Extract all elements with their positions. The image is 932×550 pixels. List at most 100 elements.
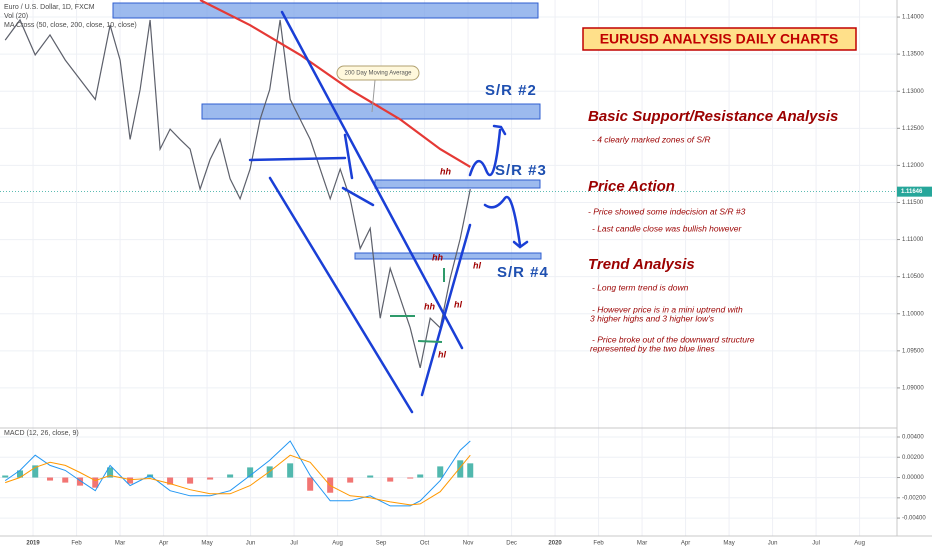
trend-line [341,186,375,207]
last-price-label: 1.11646 [901,189,923,195]
uptrend-line [420,223,472,397]
section-note: - Last candle close was bullish however [592,223,742,233]
bullish-arrow [468,128,502,177]
histogram-bar [407,477,414,479]
x-tick-label: Jul [290,541,298,547]
sr-zone-1 [112,2,539,19]
section-note: - However price is in a mini uptrend wit… [592,304,743,314]
y-tick-label: -0.00200 [902,495,926,501]
histogram-bar [107,467,114,478]
swing-label: hl [438,349,446,359]
x-tick-label: Jul [812,541,820,547]
swing-label: hl [473,260,481,270]
macd-title: MACD (12, 26, close, 9) [4,430,79,437]
y-tick-label: 1.10000 [902,311,924,317]
histogram-bar [307,477,314,491]
y-tick-label: 1.13500 [902,52,924,58]
histogram-bar [167,477,174,485]
x-tick-label: Feb [593,541,604,547]
sr-label: S/R #3 [495,162,547,179]
section-note: - 4 clearly marked zones of S/R [592,134,711,144]
sr-zone-3 [374,179,541,189]
section-note: - Price broke out of the downward struct… [592,334,755,344]
section-heading: Price Action [588,178,675,195]
section-note: - Price showed some indecision at S/R #3 [588,206,746,216]
section-heading: Trend Analysis [588,256,695,273]
x-tick-label: Dec [506,541,517,547]
x-tick-label: May [201,541,212,547]
histogram-bar [387,477,394,482]
x-tick-label: May [723,541,734,547]
page-title: EURUSD ANALYSIS DAILY CHARTS [600,31,839,47]
trend-line [280,10,464,350]
histogram-bar [127,477,134,484]
sr-label: S/R #2 [485,82,537,99]
trend-line [343,133,354,180]
y-tick-label: 1.14000 [902,15,924,21]
bearish-arrow [483,195,522,247]
indicator-label: MA Cross (50, close, 200, close, 10, clo… [4,22,137,29]
callout-leader [371,79,376,113]
section-heading: Basic Support/Resistance Analysis [588,108,838,125]
x-tick-label: 2020 [548,541,562,547]
sr-label: S/R #4 [497,264,549,281]
histogram-bar [62,477,69,483]
x-tick-label: Jun [246,541,256,547]
histogram-bar [347,477,354,483]
symbol-title: Euro / U.S. Dollar, 1D, FXCM [4,4,95,11]
y-tick-label: 1.11000 [902,237,924,243]
y-tick-label: 1.09000 [902,385,924,391]
arrow-head [512,240,529,249]
x-tick-label: Aug [854,541,865,547]
histogram-bar [437,466,444,478]
swing-label: hh [432,252,443,262]
histogram-bar [47,477,54,481]
indicator-label: Vol (20) [4,13,28,20]
x-tick-label: Feb [71,541,82,547]
histogram-bar [187,477,194,484]
y-tick-label: 0.00000 [902,475,924,481]
y-tick-label: 1.12000 [902,163,924,169]
histogram-bar [77,477,84,486]
macd-line [4,440,471,507]
x-tick-label: Apr [681,541,690,547]
x-tick-label: Aug [332,541,343,547]
level-line [417,340,443,343]
x-tick-label: 2019 [26,541,40,547]
title-box [582,27,857,51]
y-tick-label: 1.10500 [902,274,924,280]
arrow-head [492,124,507,136]
callout-text: 200 Day Moving Average [345,71,413,77]
x-tick-label: Mar [115,541,125,547]
x-tick-label: Oct [420,541,430,547]
plot [0,0,897,507]
histogram-bar [457,460,464,478]
section-note: represented by the two blue lines [590,343,715,353]
y-tick-label: 1.11500 [902,200,924,206]
sr-zone-4 [354,252,542,260]
grid [0,0,897,536]
swing-label: hh [440,166,451,176]
y-tick-label: 1.12500 [902,126,924,132]
y-tick-label: 1.13000 [902,89,924,95]
callout-box [336,65,420,81]
histogram-bar [247,467,254,478]
sr-zone-2 [201,103,541,120]
histogram-bar [417,474,424,478]
x-tick-label: Mar [637,541,647,547]
swing-label: hl [454,299,462,309]
y-tick-label: 0.00200 [902,455,924,461]
section-note: - Long term trend is down [592,282,689,292]
x-tick-label: Apr [159,541,168,547]
x-tick-label: Nov [463,541,474,547]
swing-label: hh [424,301,435,311]
section-note: 3 higher highs and 3 higher low's [590,313,715,323]
price-line [199,0,471,168]
histogram-bar [32,465,39,478]
macd-line [5,454,471,506]
trend-line [248,156,347,162]
histogram-bar [227,474,234,478]
histogram-bar [92,477,99,488]
